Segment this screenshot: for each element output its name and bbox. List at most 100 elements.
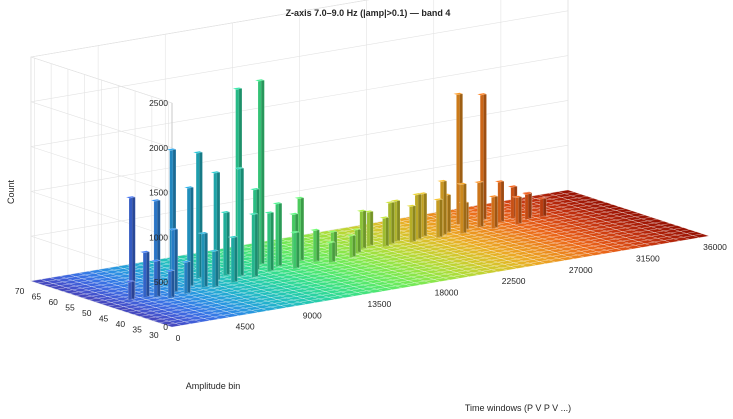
bar-top-face: [125, 280, 135, 283]
bar: [234, 166, 244, 277]
bar-top-face: [140, 250, 150, 254]
bar-side-face: [215, 249, 219, 287]
bar: [536, 196, 547, 218]
bar-side-face: [316, 228, 320, 262]
bar: [363, 210, 374, 247]
bar-side-face: [174, 227, 178, 293]
bar: [521, 192, 532, 220]
bar: [457, 182, 467, 235]
z-tick-label: 500: [154, 277, 168, 287]
bar-top-face: [168, 227, 178, 231]
bar: [193, 150, 203, 279]
bar: [346, 233, 356, 258]
bar: [125, 195, 136, 297]
bar: [125, 280, 135, 301]
bar-top-face: [433, 198, 443, 201]
bar-top-face: [248, 212, 258, 216]
bar: [254, 78, 265, 266]
bar-side-face: [369, 210, 374, 246]
z-tick-label: 1500: [149, 188, 168, 198]
x-tick-label: 4500: [236, 322, 255, 332]
y-tick-label: 45: [99, 313, 109, 323]
y-tick-label: 55: [65, 303, 75, 313]
bar-top-face: [150, 259, 161, 262]
bar-side-face: [385, 216, 389, 247]
grid-line-z: [30, 100, 569, 238]
bar-top-face: [411, 192, 422, 196]
bar-side-face: [171, 269, 175, 298]
bar: [325, 240, 336, 264]
bar-top-face: [272, 202, 282, 205]
bar-side-face: [254, 212, 259, 277]
bar-top-face: [310, 228, 320, 232]
bar-side-face: [447, 193, 451, 233]
bar-side-face: [443, 179, 447, 235]
bar-side-face: [500, 180, 505, 222]
bar-top-face: [437, 179, 447, 183]
bars-layer: [125, 78, 547, 301]
x-tick-label: 13500: [368, 299, 392, 309]
x-tick-label: 9000: [303, 310, 322, 320]
bar-side-face: [240, 166, 244, 276]
y-tick-label: 65: [32, 292, 42, 302]
bar-top-face: [507, 185, 518, 188]
bar: [181, 260, 191, 295]
bar-top-face: [325, 240, 336, 244]
bar-side-face: [204, 231, 208, 288]
bar-top-face: [254, 79, 265, 82]
bar-side-face: [190, 186, 194, 287]
bar-side-face: [423, 192, 427, 237]
bar-side-face: [391, 201, 395, 244]
bar: [494, 180, 505, 223]
bar-top-face: [406, 204, 416, 207]
bar-side-face: [543, 196, 547, 217]
y-axis-label: Amplitude bin: [186, 381, 241, 391]
bar-side-face: [226, 210, 230, 275]
bar-top-face: [181, 260, 191, 263]
bar-top-face: [488, 195, 498, 198]
bar: [356, 209, 367, 250]
bar-top-face: [250, 187, 260, 191]
bar-side-face: [234, 235, 238, 282]
bar: [150, 259, 161, 298]
bar-side-face: [463, 182, 467, 234]
bar-top-face: [512, 195, 522, 198]
bar-side-face: [396, 199, 401, 242]
bar-side-face: [331, 240, 336, 263]
bar: [289, 230, 300, 270]
grid-line-z: [30, 10, 569, 149]
bar-side-face: [480, 180, 484, 227]
bar-top-face: [457, 182, 467, 185]
bar: [209, 249, 219, 288]
z-axis-label: Count: [6, 180, 16, 205]
bar-top-face: [288, 212, 299, 216]
bar: [406, 204, 416, 243]
y-tick-label: 40: [116, 319, 126, 329]
bar: [228, 235, 238, 283]
bar-top-face: [521, 192, 532, 195]
bar-side-face: [412, 204, 416, 242]
bar-side-face: [494, 195, 498, 228]
bar-top-face: [346, 234, 356, 237]
bar-side-face: [278, 201, 282, 267]
bar-side-face: [518, 195, 522, 224]
bar-top-face: [351, 228, 361, 231]
chart-title: Z-axis 7.0–9.0 Hz (|amp|>0.1) — band 4: [286, 8, 451, 18]
x-tick-label: 18000: [435, 288, 459, 298]
bar-top-face: [234, 166, 244, 170]
y-tick-label: 70: [15, 286, 25, 296]
x-tick-label: 22500: [502, 276, 526, 286]
bar-top-face: [453, 92, 463, 95]
z-tick-label: 0: [163, 322, 168, 332]
z-tick-label: 2500: [149, 98, 168, 108]
bar: [272, 201, 282, 268]
bar-top-face: [289, 230, 300, 234]
bar-side-face: [146, 250, 150, 297]
z-tick-label: 1000: [149, 232, 168, 242]
bar: [248, 212, 259, 278]
bar-top-face: [536, 197, 547, 200]
bar: [264, 211, 274, 272]
bar-top-face: [264, 211, 274, 214]
bar-top-face: [494, 180, 505, 183]
bar-side-face: [357, 227, 361, 253]
